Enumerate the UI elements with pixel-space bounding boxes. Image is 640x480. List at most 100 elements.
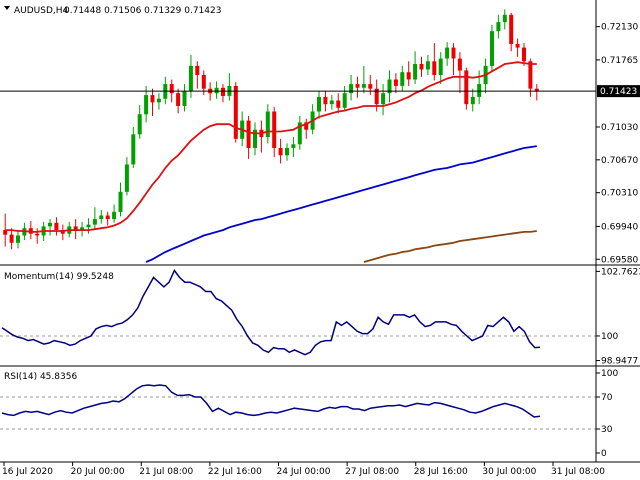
candle-body <box>3 230 8 235</box>
last-price-label: 0.71423 <box>600 87 637 97</box>
candle-body <box>457 58 462 71</box>
candle <box>285 143 289 161</box>
candle-body <box>16 235 20 243</box>
x-tick-label: 27 Jul 08:00 <box>345 467 399 477</box>
candle-body <box>393 79 398 86</box>
candle-body <box>419 64 424 70</box>
candle-body <box>54 222 59 231</box>
candle-body <box>515 44 520 48</box>
candle <box>99 210 104 224</box>
candle-body <box>349 84 354 94</box>
candle <box>342 85 347 112</box>
triangle-down-icon[interactable] <box>4 6 10 10</box>
candle-body <box>265 111 270 137</box>
candle <box>246 116 251 159</box>
candle-body <box>188 65 193 92</box>
price-tick-label: 0.70310 <box>601 189 638 199</box>
price-title-group: AUDUSD,H4 0.71448 0.71506 0.71329 0.7142… <box>4 6 221 16</box>
candle-body <box>496 22 501 32</box>
candle-body <box>195 65 200 75</box>
candle <box>112 204 117 223</box>
candle <box>490 24 494 72</box>
candle-body <box>80 227 85 230</box>
candle <box>323 91 328 112</box>
candle <box>291 137 296 158</box>
candle-body <box>425 61 430 70</box>
candle-body <box>156 98 161 103</box>
last-price-box <box>597 85 640 98</box>
candle-body <box>451 47 456 59</box>
price-tick-label: 0.70670 <box>601 156 638 166</box>
candle-body <box>214 87 219 94</box>
candle <box>118 182 123 217</box>
candle-body <box>99 215 104 220</box>
ma-mid-line <box>145 145 537 263</box>
candle <box>534 84 539 101</box>
candle <box>317 91 321 119</box>
candle-body <box>432 61 437 75</box>
candle <box>124 157 129 196</box>
candle-body <box>361 84 366 88</box>
candle-body <box>502 14 507 23</box>
ma-fast-line <box>5 61 537 233</box>
momentum-series <box>1 269 541 356</box>
candle-body <box>336 100 341 108</box>
candle <box>195 61 200 89</box>
momentum-line <box>1 269 541 356</box>
momentum-tick-label: 98.9477 <box>601 357 638 367</box>
x-tick-label: 30 Jul 00:00 <box>482 467 536 477</box>
momentum-tick-label: 100 <box>601 332 618 342</box>
candle-body <box>381 93 386 105</box>
candle-body <box>105 215 110 220</box>
candle-body <box>253 129 257 148</box>
candle-body <box>522 47 526 62</box>
candle-body <box>112 211 117 220</box>
candle-body <box>400 72 405 86</box>
candle <box>361 65 366 94</box>
last-price-tag: 0.71423 <box>597 85 640 98</box>
price-tick-label: 0.69580 <box>601 255 638 265</box>
candle-body <box>272 111 277 148</box>
candle-body <box>304 122 309 130</box>
candle <box>528 58 533 97</box>
candle <box>413 51 418 85</box>
candle <box>176 88 181 114</box>
candle <box>16 230 20 249</box>
ma-slow-line <box>363 230 537 263</box>
price-tick-label: 0.71765 <box>601 56 638 66</box>
candle <box>355 76 360 98</box>
price-tick-label: 0.71030 <box>601 123 638 133</box>
candle <box>182 84 187 112</box>
price-tick-label: 0.72130 <box>601 23 638 33</box>
candle-body <box>60 230 65 234</box>
candle <box>393 73 398 94</box>
candle <box>438 52 443 85</box>
candle-body <box>169 84 174 94</box>
candle <box>509 12 514 52</box>
candle-body <box>464 70 469 105</box>
candle-body <box>176 93 181 106</box>
rsi-tick-label: 30 <box>601 425 613 435</box>
candle-body <box>9 234 14 243</box>
x-tick-label: 31 Jul 08:00 <box>551 467 605 477</box>
price-y-axis: 0.72130 0.71765 0.71030 0.70670 0.70310 0.699… <box>596 23 638 265</box>
candle-body <box>438 58 443 75</box>
candle <box>233 82 238 143</box>
candle <box>432 43 437 81</box>
candle-body <box>48 222 52 227</box>
candle <box>35 228 40 244</box>
rsi-line <box>1 384 541 418</box>
candle <box>496 14 501 39</box>
candle <box>349 74 354 101</box>
candle-body <box>278 148 283 156</box>
candle-body <box>201 75 206 89</box>
candle-body <box>92 219 97 225</box>
candle <box>150 88 155 117</box>
rsi-tick-label: 70 <box>601 393 613 403</box>
price-panel: 0.72130 0.71765 0.71030 0.70670 0.70310 0.699… <box>0 6 640 266</box>
candle-body <box>329 100 334 105</box>
candle-body <box>317 96 321 112</box>
candle-body <box>150 95 155 103</box>
candle-body <box>368 84 373 89</box>
candle <box>445 42 450 66</box>
